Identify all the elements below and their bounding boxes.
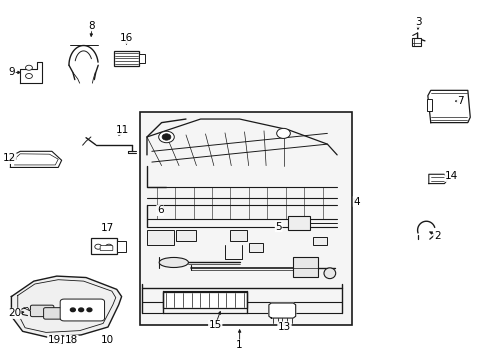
Text: 14: 14 xyxy=(444,171,457,181)
Text: 16: 16 xyxy=(120,33,133,43)
Bar xyxy=(288,216,310,230)
Text: 15: 15 xyxy=(208,320,222,330)
Polygon shape xyxy=(428,174,447,184)
Circle shape xyxy=(276,129,290,138)
Text: 9: 9 xyxy=(9,67,15,77)
Circle shape xyxy=(70,308,75,312)
Text: 11: 11 xyxy=(116,125,129,135)
Bar xyxy=(147,230,173,244)
Circle shape xyxy=(162,134,170,140)
Bar xyxy=(140,112,351,325)
Text: 6: 6 xyxy=(157,206,163,216)
Bar xyxy=(249,243,263,252)
Circle shape xyxy=(158,131,174,143)
Circle shape xyxy=(25,73,32,78)
Ellipse shape xyxy=(324,268,335,279)
Text: 5: 5 xyxy=(275,222,282,231)
Text: 19: 19 xyxy=(48,335,61,345)
Polygon shape xyxy=(268,303,295,318)
Circle shape xyxy=(87,308,92,312)
Polygon shape xyxy=(20,62,42,83)
Text: 8: 8 xyxy=(88,21,95,31)
Text: 12: 12 xyxy=(3,153,16,163)
Text: 10: 10 xyxy=(100,334,113,345)
Text: 3: 3 xyxy=(414,17,421,27)
Polygon shape xyxy=(24,307,30,311)
Polygon shape xyxy=(10,151,61,167)
Bar xyxy=(163,292,246,308)
FancyBboxPatch shape xyxy=(60,299,104,321)
Text: 17: 17 xyxy=(100,224,113,233)
FancyBboxPatch shape xyxy=(30,305,54,317)
Bar xyxy=(91,238,117,253)
Bar xyxy=(54,335,62,343)
FancyBboxPatch shape xyxy=(43,308,67,319)
Polygon shape xyxy=(427,90,469,123)
Bar xyxy=(139,54,145,63)
Ellipse shape xyxy=(159,257,188,267)
Circle shape xyxy=(79,308,83,312)
Circle shape xyxy=(105,244,112,249)
FancyBboxPatch shape xyxy=(100,246,113,251)
Bar xyxy=(114,51,139,66)
Bar xyxy=(176,230,195,241)
Polygon shape xyxy=(11,276,122,337)
Text: 4: 4 xyxy=(353,197,359,207)
Text: 13: 13 xyxy=(277,322,290,332)
Bar xyxy=(411,39,420,45)
Text: 7: 7 xyxy=(456,96,463,106)
Text: 18: 18 xyxy=(64,335,78,345)
Circle shape xyxy=(25,65,32,70)
Circle shape xyxy=(95,244,102,249)
Bar xyxy=(312,237,327,244)
Bar xyxy=(229,230,246,241)
Text: 1: 1 xyxy=(236,340,243,350)
Text: 20: 20 xyxy=(8,309,21,318)
Bar xyxy=(293,257,317,277)
Bar xyxy=(66,335,74,343)
Bar xyxy=(117,241,125,252)
Bar xyxy=(426,99,431,111)
Text: 2: 2 xyxy=(433,231,440,240)
